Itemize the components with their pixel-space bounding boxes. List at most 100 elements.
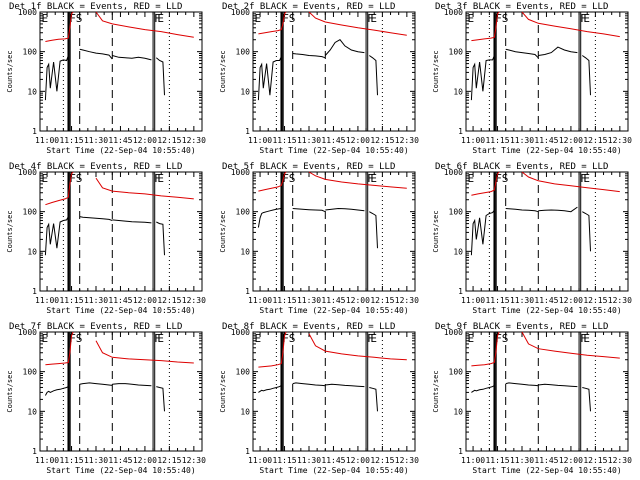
lld-series-line (308, 333, 407, 361)
chart-title: Det 4f BLACK = Events, RED = LLD (9, 162, 182, 172)
marker-label-f: F (69, 332, 76, 345)
lld-series-line (45, 11, 74, 42)
marker-label-f: F (282, 172, 289, 185)
events-series-line (325, 207, 365, 212)
events-series-line (156, 221, 165, 256)
events-series-line (538, 206, 578, 213)
x-tick-label: 11:00 (35, 296, 59, 305)
y-axis-label: Counts/sec (219, 210, 227, 252)
x-tick-label: 12:00 (559, 136, 583, 145)
events-series-line (156, 386, 165, 412)
x-tick-label: 11:15 (272, 136, 296, 145)
marker-label-e: E (42, 12, 49, 25)
x-tick-label: 12:15 (157, 456, 181, 465)
x-tick-label: 12:30 (395, 456, 419, 465)
y-tick-label: 1000 (18, 8, 37, 17)
y-tick-label: 10 (453, 247, 463, 256)
marker-label-s: S (502, 172, 509, 185)
x-tick-label: 11:00 (35, 136, 59, 145)
lld-series-line (308, 11, 407, 36)
chart-panel-9: Det 9f BLACK = Events, RED = LLD 1 10 100 10… (432, 322, 632, 475)
marker-label-f: F (154, 332, 161, 345)
marker-label-s: S (289, 332, 296, 345)
marker-label-f: F (69, 12, 76, 25)
y-axis-label: Counts/sec (219, 50, 227, 92)
y-tick-label: 1000 (444, 8, 463, 17)
y-tick-label: 1 (245, 447, 250, 456)
marker-label-e: E (583, 172, 590, 185)
y-tick-label: 1 (245, 127, 250, 136)
x-axis-label: Start Time (22-Sep-04 10:55:40) (472, 146, 621, 155)
x-tick-label: 12:15 (583, 456, 607, 465)
y-tick-label: 10 (240, 247, 250, 256)
events-series-line (155, 57, 165, 96)
events-series-line (112, 219, 152, 224)
events-series-line (44, 386, 69, 396)
x-tick-label: 11:15 (272, 456, 296, 465)
y-tick-label: 10 (27, 407, 37, 416)
lld-series-line (95, 177, 194, 200)
x-tick-label: 12:00 (559, 296, 583, 305)
events-series-line (582, 55, 591, 96)
x-tick-label: 12:15 (157, 296, 181, 305)
x-axis-label: Start Time (22-Sep-04 10:55:40) (46, 466, 195, 475)
y-tick-label: 100 (23, 208, 38, 217)
x-tick-label: 11:15 (272, 296, 296, 305)
x-tick-label: 11:15 (485, 296, 509, 305)
x-tick-label: 11:45 (321, 456, 345, 465)
x-tick-label: 11:45 (108, 456, 132, 465)
x-axis-label: Start Time (22-Sep-04 10:55:40) (259, 306, 408, 315)
events-series-line (79, 48, 113, 60)
chart-panel-5: Det 5f BLACK = Events, RED = LLD 1 10 100 10… (219, 162, 419, 315)
marker-label-e: E (468, 172, 475, 185)
lld-series-line (95, 340, 194, 364)
y-tick-label: 10 (240, 87, 250, 96)
chart-title: Det 7f BLACK = Events, RED = LLD (9, 322, 182, 332)
marker-label-e: E (42, 332, 49, 345)
chart-title: Det 2f BLACK = Events, RED = LLD (222, 2, 395, 12)
events-series-line (325, 383, 365, 388)
x-tick-label: 12:00 (133, 296, 157, 305)
marker-label-s: S (502, 332, 509, 345)
marker-label-f: F (282, 332, 289, 345)
marker-label-f: F (495, 332, 502, 345)
x-tick-label: 11:15 (485, 136, 509, 145)
x-tick-label: 12:30 (395, 136, 419, 145)
y-tick-label: 100 (449, 208, 464, 217)
marker-label-e: E (255, 332, 262, 345)
marker-label-f: F (367, 12, 374, 25)
x-tick-label: 11:15 (59, 136, 83, 145)
marker-label-f: F (580, 12, 587, 25)
chart-title: Det 5f BLACK = Events, RED = LLD (222, 162, 395, 172)
events-series-line (324, 39, 365, 56)
lld-series-line (308, 171, 407, 189)
y-tick-label: 1 (245, 287, 250, 296)
chart-panel-4: Det 4f BLACK = Events, RED = LLD 1 10 100 10… (6, 162, 206, 315)
chart-panel-8: Det 8f BLACK = Events, RED = LLD 1 10 100 10… (219, 322, 419, 475)
y-tick-label: 100 (23, 368, 38, 377)
marker-label-e: E (583, 332, 590, 345)
marker-label-s: S (289, 172, 296, 185)
y-tick-label: 1000 (231, 328, 250, 337)
marker-label-e: E (370, 172, 377, 185)
chart-title: Det 1f BLACK = Events, RED = LLD (9, 2, 182, 12)
events-series-line (582, 211, 591, 252)
events-series-line (505, 208, 539, 213)
y-tick-label: 1000 (231, 168, 250, 177)
y-tick-label: 1 (32, 127, 37, 136)
marker-label-f: F (367, 332, 374, 345)
y-axis-label: Counts/sec (6, 370, 14, 412)
x-tick-label: 11:45 (534, 296, 558, 305)
y-tick-label: 1 (32, 287, 37, 296)
x-tick-label: 11:00 (461, 456, 485, 465)
chart-panel-6: Det 6f BLACK = Events, RED = LLD 1 10 100 10… (432, 162, 632, 315)
x-tick-label: 12:30 (182, 296, 206, 305)
events-series-line (292, 208, 326, 213)
marker-label-e: E (468, 332, 475, 345)
x-tick-label: 11:30 (297, 136, 321, 145)
x-axis-label: Start Time (22-Sep-04 10:55:40) (46, 146, 195, 155)
x-tick-label: 12:00 (133, 456, 157, 465)
x-tick-label: 12:15 (583, 296, 607, 305)
y-tick-label: 1 (458, 287, 463, 296)
